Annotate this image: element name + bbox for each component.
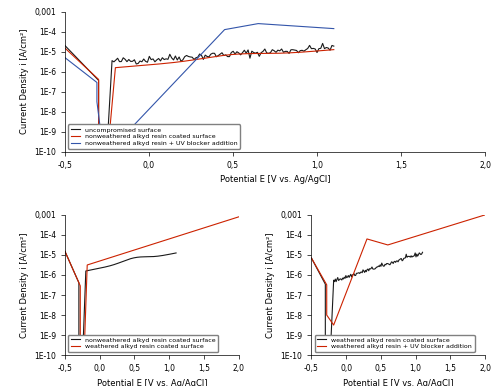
nonweathered alkyd resin coated surface xyxy=(62,46,68,51)
weathered alkyd resin + UV blocker addition xyxy=(429,229,435,234)
weathered alkyd resin coated surface xyxy=(308,256,314,261)
uncompromised surface xyxy=(137,59,143,63)
Line: weathered alkyd resin + UV blocker addition: weathered alkyd resin + UV blocker addit… xyxy=(312,215,485,325)
Y-axis label: Current Density i [A/cm²]: Current Density i [A/cm²] xyxy=(20,232,28,338)
uncompromised surface xyxy=(87,69,93,74)
Line: nonweathered alkyd resin coated surface: nonweathered alkyd resin coated surface xyxy=(65,251,176,351)
nonweathered alkyd resin coated surface xyxy=(92,73,98,78)
nonweathered alkyd resin coated surface xyxy=(148,62,154,67)
weathered alkyd resin + UV blocker addition xyxy=(308,256,314,261)
uncompromised surface xyxy=(320,41,326,46)
nonweathered alkyd resin + UV blocker addition xyxy=(70,61,76,66)
uncompromised surface xyxy=(62,43,68,48)
Legend: nonweathered alkyd resin coated surface, weathered alkyd resin coated surface: nonweathered alkyd resin coated surface,… xyxy=(68,335,218,352)
weathered alkyd resin coated surface xyxy=(212,222,218,227)
nonweathered alkyd resin coated surface xyxy=(96,146,102,150)
weathered alkyd resin coated surface xyxy=(316,270,322,274)
nonweathered alkyd resin + UV blocker addition xyxy=(99,139,105,144)
weathered alkyd resin coated surface xyxy=(78,347,84,352)
weathered alkyd resin coated surface xyxy=(372,266,378,271)
Y-axis label: Current Density i [A/cm²]: Current Density i [A/cm²] xyxy=(266,232,275,338)
Legend: uncompromised surface, nonweathered alkyd resin coated surface, nonweathered alk: uncompromised surface, nonweathered alky… xyxy=(68,125,240,149)
nonweathered alkyd resin + UV blocker addition xyxy=(62,55,68,60)
nonweathered alkyd resin coated surface xyxy=(150,254,156,259)
Line: nonweathered alkyd resin coated surface: nonweathered alkyd resin coated surface xyxy=(65,48,334,148)
weathered alkyd resin coated surface xyxy=(78,349,84,354)
weathered alkyd resin coated surface xyxy=(62,249,68,254)
X-axis label: Potential E [V vs. Ag/AgCl]: Potential E [V vs. Ag/AgCl] xyxy=(96,379,207,386)
Line: uncompromised surface: uncompromised surface xyxy=(65,43,334,148)
uncompromised surface xyxy=(270,47,276,52)
X-axis label: Potential E [V vs. Ag/AgCl]: Potential E [V vs. Ag/AgCl] xyxy=(220,175,330,185)
weathered alkyd resin + UV blocker addition xyxy=(438,226,444,231)
Line: nonweathered alkyd resin + UV blocker addition: nonweathered alkyd resin + UV blocker ad… xyxy=(65,24,334,142)
nonweathered alkyd resin coated surface xyxy=(156,254,162,258)
nonweathered alkyd resin + UV blocker addition xyxy=(94,106,100,110)
Line: weathered alkyd resin coated surface: weathered alkyd resin coated surface xyxy=(65,217,238,351)
nonweathered alkyd resin + UV blocker addition xyxy=(331,26,337,31)
weathered alkyd resin coated surface xyxy=(322,343,328,347)
weathered alkyd resin coated surface xyxy=(78,349,84,353)
nonweathered alkyd resin + UV blocker addition xyxy=(316,25,322,30)
weathered alkyd resin + UV blocker addition xyxy=(326,317,332,321)
nonweathered alkyd resin coated surface xyxy=(250,51,256,56)
uncompromised surface xyxy=(292,48,298,52)
nonweathered alkyd resin coated surface xyxy=(98,266,103,270)
nonweathered alkyd resin + UV blocker addition xyxy=(86,74,92,79)
nonweathered alkyd resin + UV blocker addition xyxy=(67,59,73,64)
nonweathered alkyd resin coated surface xyxy=(62,249,68,254)
uncompromised surface xyxy=(128,59,134,64)
weathered alkyd resin + UV blocker addition xyxy=(322,279,328,283)
weathered alkyd resin coated surface xyxy=(126,249,132,254)
nonweathered alkyd resin + UV blocker addition xyxy=(255,21,261,26)
nonweathered alkyd resin coated surface xyxy=(64,255,70,260)
weathered alkyd resin coated surface xyxy=(207,223,213,228)
weathered alkyd resin coated surface xyxy=(420,250,426,255)
nonweathered alkyd resin coated surface xyxy=(140,254,146,259)
weathered alkyd resin coated surface xyxy=(200,226,205,230)
Line: weathered alkyd resin coated surface: weathered alkyd resin coated surface xyxy=(312,252,422,345)
weathered alkyd resin coated surface xyxy=(318,274,324,279)
weathered alkyd resin + UV blocker addition xyxy=(482,213,488,217)
weathered alkyd resin coated surface xyxy=(333,279,339,284)
nonweathered alkyd resin coated surface xyxy=(68,52,74,56)
weathered alkyd resin coated surface xyxy=(236,215,242,219)
uncompromised surface xyxy=(63,44,69,49)
weathered alkyd resin coated surface xyxy=(318,275,324,280)
X-axis label: Potential E [V vs. Ag/AgCl]: Potential E [V vs. Ag/AgCl] xyxy=(343,379,454,386)
nonweathered alkyd resin coated surface xyxy=(173,251,179,255)
uncompromised surface xyxy=(104,146,110,150)
nonweathered alkyd resin coated surface xyxy=(290,50,296,55)
weathered alkyd resin + UV blocker addition xyxy=(426,230,432,234)
nonweathered alkyd resin coated surface xyxy=(331,47,337,52)
weathered alkyd resin + UV blocker addition xyxy=(330,323,336,327)
Legend: weathered alkyd resin coated surface, weathered alkyd resin + UV blocker additio: weathered alkyd resin coated surface, we… xyxy=(314,335,474,352)
nonweathered alkyd resin coated surface xyxy=(276,51,282,56)
weathered alkyd resin + UV blocker addition xyxy=(400,238,406,243)
weathered alkyd resin coated surface xyxy=(394,259,400,263)
nonweathered alkyd resin coated surface xyxy=(74,277,80,281)
uncompromised surface xyxy=(331,44,337,49)
nonweathered alkyd resin + UV blocker addition xyxy=(302,24,308,29)
nonweathered alkyd resin coated surface xyxy=(76,349,82,354)
Y-axis label: Current Density i [A/cm²]: Current Density i [A/cm²] xyxy=(20,29,28,134)
